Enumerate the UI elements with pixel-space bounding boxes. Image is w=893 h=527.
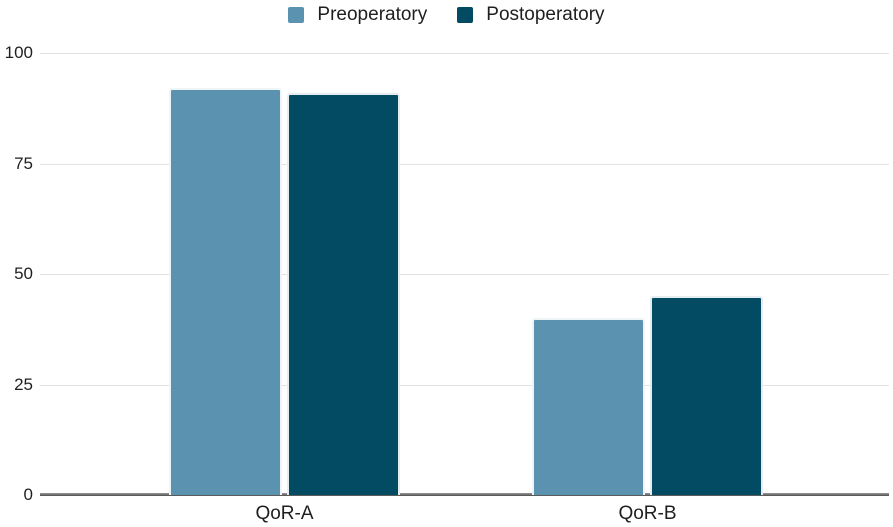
plot-area (40, 53, 889, 496)
legend-label-postoperatory: Postoperatory (486, 4, 605, 25)
legend-item-postoperatory: Postoperatory (457, 4, 605, 26)
legend-swatch-preoperatory-icon (288, 7, 305, 23)
y-tick-label: 0 (23, 485, 33, 504)
bar-preoperatory-qor-a (169, 88, 282, 495)
gridline (40, 274, 889, 275)
gridline (40, 384, 889, 386)
gridline (40, 53, 889, 54)
y-tick-label: 75 (14, 153, 33, 173)
x-axis-label: QoR-B (618, 503, 677, 524)
y-tick-label: 25 (14, 374, 33, 394)
x-axis-line (40, 493, 889, 496)
gridline (40, 163, 889, 165)
x-axis-label: QoR-A (255, 503, 314, 524)
bar-preoperatory-qor-b (532, 318, 645, 495)
bar-postoperatory-qor-a (287, 92, 400, 495)
legend: Preoperatory Postoperatory (0, 4, 893, 26)
y-tick-label: 50 (14, 264, 33, 283)
bar-postoperatory-qor-b (650, 296, 763, 495)
legend-item-preoperatory: Preoperatory (288, 4, 427, 26)
legend-label-preoperatory: Preoperatory (317, 4, 428, 25)
legend-swatch-postoperatory-icon (457, 7, 474, 23)
y-tick-label: 100 (4, 43, 33, 62)
